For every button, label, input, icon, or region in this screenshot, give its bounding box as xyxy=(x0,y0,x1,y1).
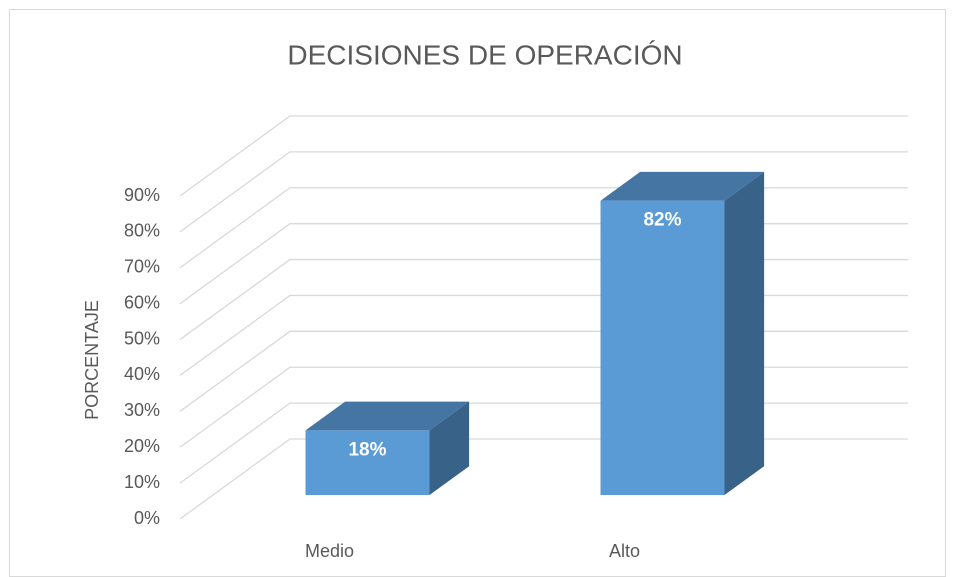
data-label: 18% xyxy=(348,439,386,460)
x-tick-label: Alto xyxy=(609,541,640,561)
y-tick-label: 40% xyxy=(124,364,160,384)
y-tick-label: 50% xyxy=(124,328,160,348)
bar-top xyxy=(305,401,470,431)
y-tick-label: 10% xyxy=(124,472,160,492)
data-label: 82% xyxy=(643,210,681,231)
y-tick-label: 80% xyxy=(124,221,160,241)
grid-line xyxy=(179,151,908,233)
bar xyxy=(305,430,430,495)
chart-border xyxy=(9,9,946,577)
y-axis-title: PORCENTAJE xyxy=(82,300,102,420)
y-tick-label: 60% xyxy=(124,292,160,312)
y-tick-label: 30% xyxy=(124,400,160,420)
bar-side xyxy=(429,401,470,495)
chart-title: DECISIONES DE OPERACIÓN xyxy=(287,39,682,70)
x-tick-label: Medio xyxy=(305,541,354,561)
bar xyxy=(600,200,725,495)
y-tick-label: 0% xyxy=(134,508,160,528)
bar-top xyxy=(600,171,765,201)
y-tick-label: 70% xyxy=(124,257,160,277)
y-tick-label: 90% xyxy=(124,185,160,205)
grid-line xyxy=(179,115,908,197)
bar-side xyxy=(724,171,765,495)
y-tick-label: 20% xyxy=(124,436,160,456)
